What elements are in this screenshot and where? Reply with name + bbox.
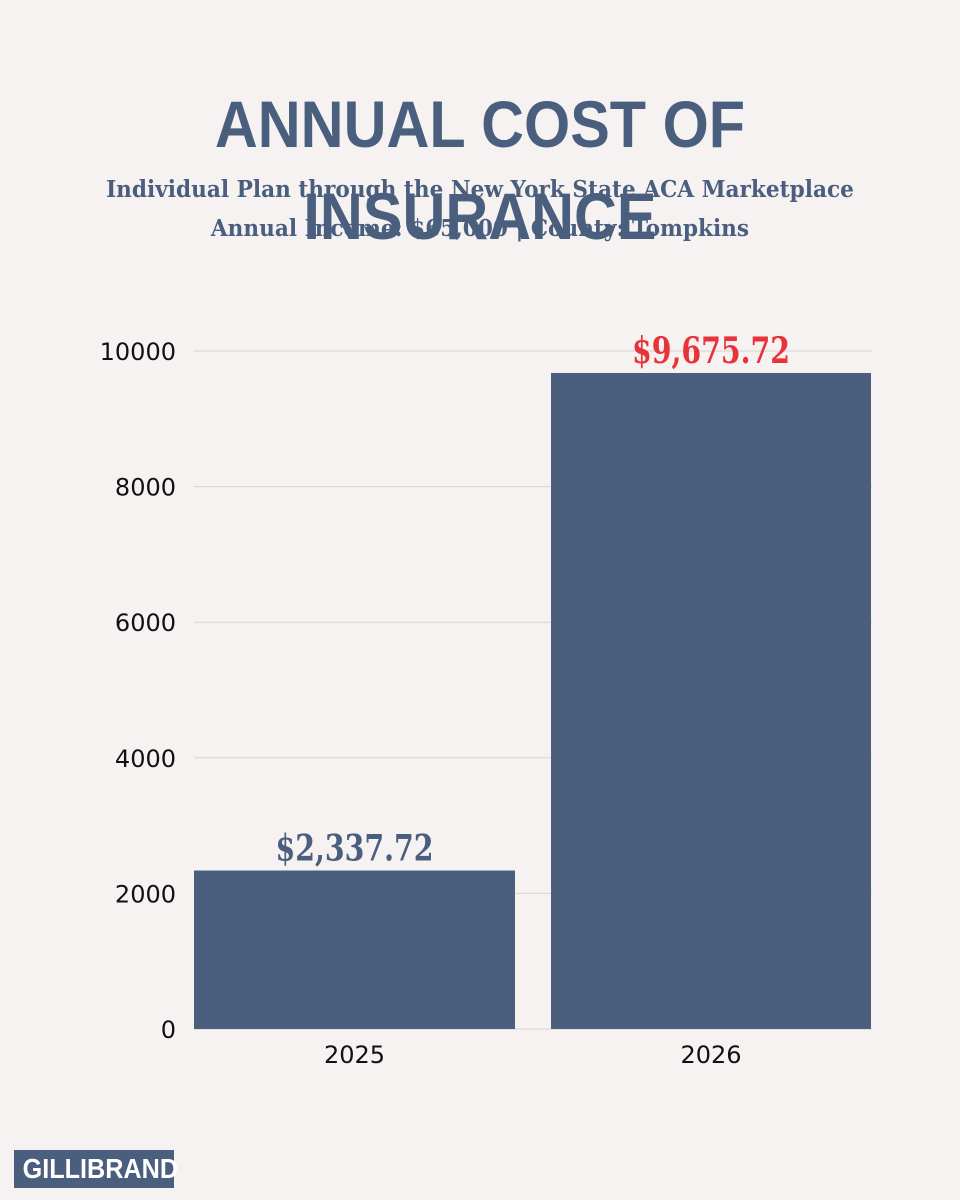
x-tick-label-2025: 2025 (324, 1041, 385, 1069)
logo-text: GILLIBRAND (22, 1153, 179, 1184)
data-label-2026: $9,675.72 (632, 330, 790, 372)
gillibrand-logo: GILLIBRAND (14, 1150, 178, 1188)
y-tick-label-10000: 10000 (100, 338, 176, 366)
subtitle-income-county: Annual Income: $65,000 | County: Tompkin… (210, 215, 750, 242)
y-tick-label-2000: 2000 (115, 880, 176, 908)
x-tick-label-2026: 2026 (680, 1041, 741, 1069)
y-tick-label-4000: 4000 (115, 745, 176, 773)
data-label-2025: $2,337.72 (276, 828, 434, 870)
bar-2025 (194, 870, 515, 1029)
y-tick-label-6000: 6000 (115, 609, 176, 637)
y-tick-label-0: 0 (161, 1016, 176, 1044)
subtitle-plan: Individual Plan through the New York Sta… (106, 176, 854, 203)
y-tick-label-8000: 8000 (115, 474, 176, 502)
page-title: ANNUAL COST OF INSURANCE (214, 87, 746, 253)
bar-2026 (551, 372, 871, 1029)
